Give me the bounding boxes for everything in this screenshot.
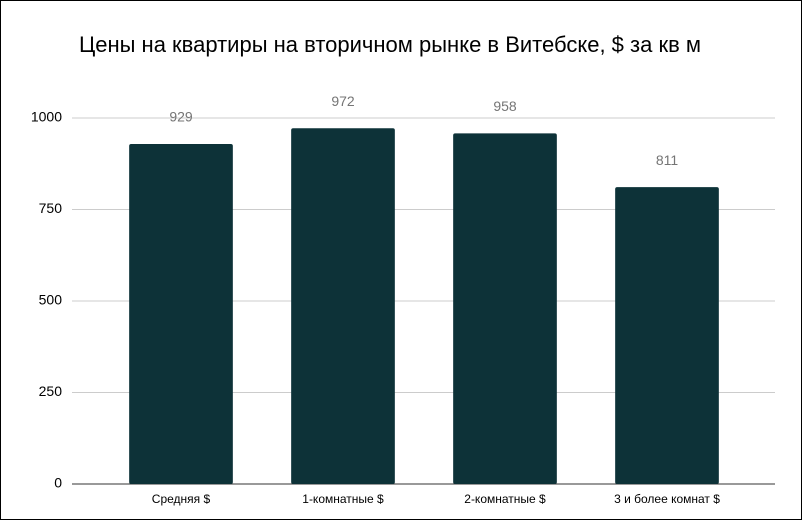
bar: [291, 128, 395, 485]
bar: [129, 143, 233, 484]
data-label: 972: [331, 93, 355, 109]
x-tick-label: 1-комнатные $: [302, 492, 384, 506]
data-label: 958: [493, 98, 517, 114]
y-tick-label: 1000: [31, 109, 62, 125]
x-tick-label: Средняя $: [152, 492, 211, 506]
x-tick-label: 3 и более комнат $: [614, 492, 720, 506]
x-tick-label: 2-комнатные $: [464, 492, 546, 506]
bar: [453, 133, 557, 484]
y-tick-label: 500: [39, 292, 63, 308]
bar: [615, 187, 719, 484]
y-tick-label: 0: [54, 475, 62, 491]
y-tick-label: 750: [39, 200, 63, 216]
data-label: 929: [169, 109, 193, 125]
chart-title: Цены на квартиры на вторичном рынке в Ви…: [79, 32, 701, 57]
data-label: 811: [656, 152, 679, 168]
y-tick-label: 250: [39, 383, 63, 399]
